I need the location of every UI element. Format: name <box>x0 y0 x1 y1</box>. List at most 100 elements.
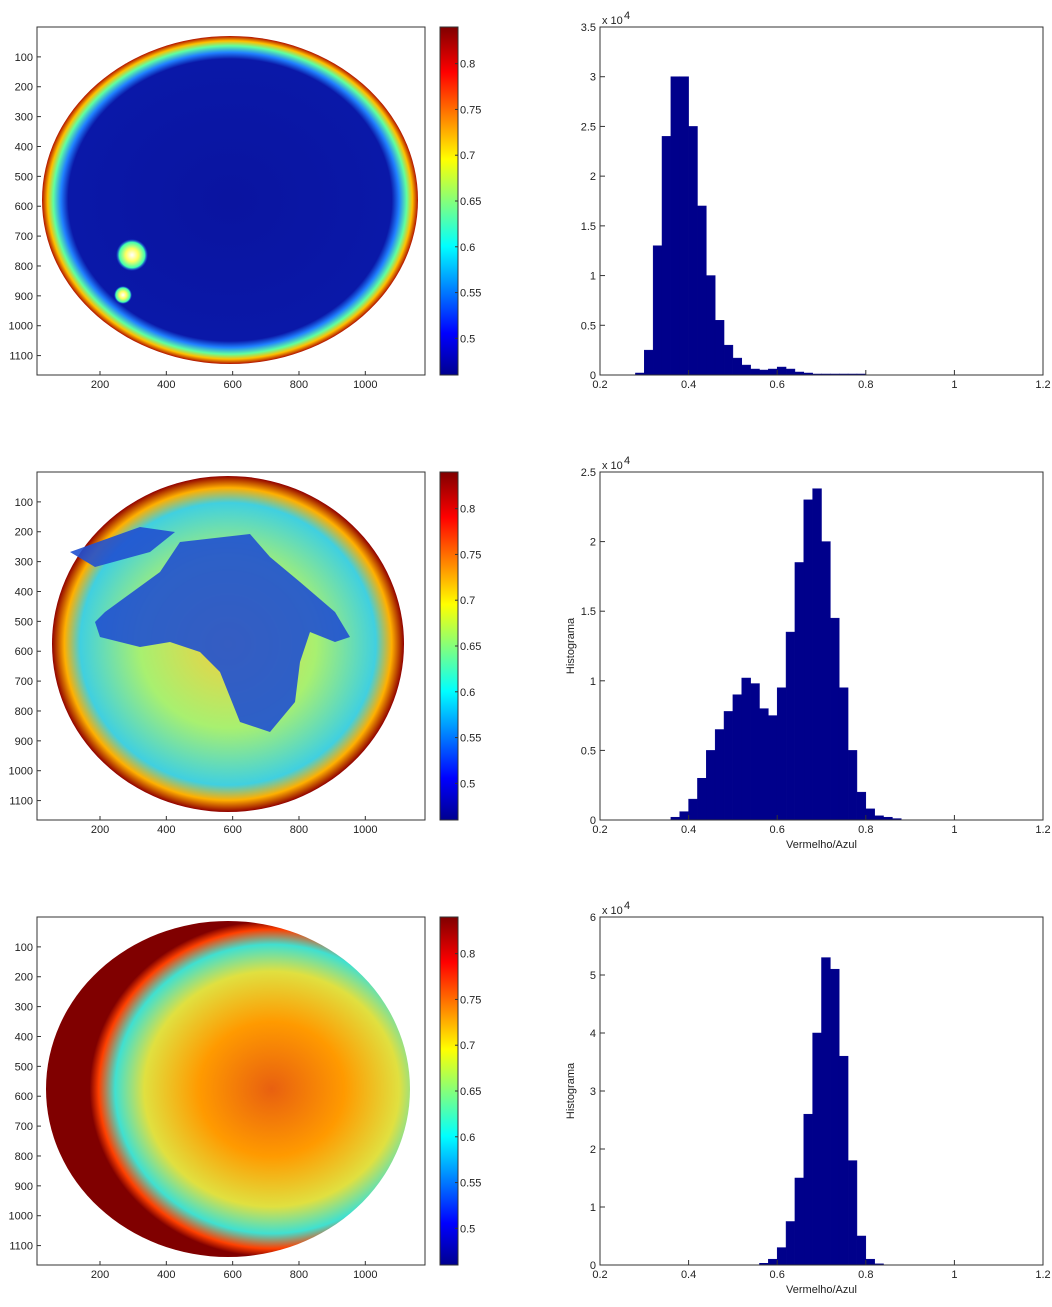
y-tick-label: 1100 <box>9 1241 33 1253</box>
y-tick-label: 100 <box>15 52 33 64</box>
x-tick-label: 0.8 <box>858 824 873 836</box>
histogram-bar <box>714 320 725 376</box>
y-multiplier-exponent: 4 <box>624 10 630 22</box>
x-tick-label: 200 <box>91 824 109 836</box>
x-tick-label: 400 <box>157 1269 175 1281</box>
y-tick-label: 900 <box>15 1181 33 1193</box>
histogram-bar <box>856 1235 867 1266</box>
y-tick-label: 600 <box>15 201 33 213</box>
histogram-bar <box>768 715 778 821</box>
x-tick-label: 600 <box>223 1269 241 1281</box>
y-tick-label: 200 <box>15 972 33 984</box>
y-multiplier-exponent: 4 <box>624 900 630 912</box>
histogram-bar <box>847 1160 858 1266</box>
y-multiplier-exponent: 4 <box>624 455 630 467</box>
colorbar-tick-label: 0.75 <box>460 994 481 1006</box>
y-tick-label: 400 <box>15 141 33 153</box>
histogram-bar <box>679 76 689 376</box>
histogram-bar <box>865 1258 875 1266</box>
histogram-bar <box>794 562 805 821</box>
sun-spot <box>116 239 148 271</box>
colorbar-tick-label: 0.8 <box>460 504 475 516</box>
y-tick-label: 2 <box>590 171 596 183</box>
x-tick-label: 400 <box>157 824 175 836</box>
axes-frame <box>36 916 426 1266</box>
x-tick-label: 1 <box>951 379 957 391</box>
histogram-bar <box>714 729 725 821</box>
colorbar-tick-label: 0.6 <box>460 1132 475 1144</box>
histogram-bar <box>830 968 840 1266</box>
histogram-bar <box>750 683 760 821</box>
histogram-bar <box>723 344 734 376</box>
y-tick-label: 1100 <box>9 351 33 363</box>
y-tick-label: 6 <box>590 912 596 924</box>
colorbar-tick-label: 0.55 <box>460 1178 481 1190</box>
y-tick-label: 1000 <box>9 1211 33 1223</box>
x-tick-label: 200 <box>91 1269 109 1281</box>
colorbar-tick-label: 0.6 <box>460 687 475 699</box>
axes-frame <box>599 26 1044 376</box>
y-multiplier: x 10 <box>602 905 623 917</box>
y-tick-label: 300 <box>15 112 33 124</box>
y-tick-label: 1 <box>590 676 596 688</box>
histogram-bar <box>803 499 813 821</box>
y-tick-label: 700 <box>15 1121 33 1133</box>
x-tick-label: 1 <box>951 1269 957 1281</box>
histogram-bar <box>759 369 769 376</box>
histogram-bar <box>776 687 787 821</box>
y-tick-label: 1 <box>590 1202 596 1214</box>
y-tick-label: 1000 <box>9 766 33 778</box>
colorbar-tick-label: 0.5 <box>460 333 475 345</box>
colorbar-tick-label: 0.8 <box>460 949 475 961</box>
x-tick-label: 800 <box>290 379 308 391</box>
x-tick-label: 0.2 <box>592 1269 607 1281</box>
x-tick-label: 1.2 <box>1035 1269 1050 1281</box>
axes-frame <box>36 471 426 821</box>
x-tick-label: 600 <box>223 824 241 836</box>
colorbar-tick-label: 0.55 <box>460 733 481 745</box>
histogram-bar <box>679 811 689 821</box>
x-tick-label: 800 <box>290 1269 308 1281</box>
x-tick-label: 0.4 <box>681 1269 696 1281</box>
x-tick-label: 0.4 <box>681 379 696 391</box>
y-tick-label: 100 <box>15 497 33 509</box>
y-tick-label: 1000 <box>9 321 33 333</box>
histogram-bar <box>768 1258 778 1266</box>
y-tick-label: 200 <box>15 82 33 94</box>
x-tick-label: 0.8 <box>858 1269 873 1281</box>
histogram-bar <box>652 245 663 376</box>
x-tick-label: 400 <box>157 379 175 391</box>
y-tick-label: 0 <box>590 815 596 827</box>
y-tick-label: 800 <box>15 706 33 718</box>
histogram-bar <box>821 541 831 821</box>
x-tick-label: 200 <box>91 379 109 391</box>
histogram-bar <box>776 1247 787 1266</box>
y-tick-label: 0 <box>590 370 596 382</box>
cloud-gap <box>95 534 350 732</box>
x-tick-label: 0.6 <box>770 824 785 836</box>
colorbar-tick-label: 0.6 <box>460 242 475 254</box>
colorbar-tick-label: 0.5 <box>460 1223 475 1235</box>
histogram-bar <box>697 777 707 821</box>
y-tick-label: 400 <box>15 1031 33 1043</box>
sky-image <box>42 36 418 364</box>
y-tick-label: 1.5 <box>581 221 596 233</box>
x-axis-label: Vermelho/Azul <box>786 839 857 851</box>
histogram-bar <box>732 357 743 376</box>
x-axis-label: Vermelho/Azul <box>786 1284 857 1296</box>
x-tick-label: 0.4 <box>681 824 696 836</box>
histogram-bar <box>794 1177 805 1266</box>
sky-disc <box>42 36 418 364</box>
y-tick-label: 3.5 <box>581 22 596 34</box>
histogram-bar <box>688 126 698 376</box>
x-tick-label: 0.6 <box>770 379 785 391</box>
histogram-bar <box>812 488 822 821</box>
histogram-bar <box>688 798 698 821</box>
y-tick-label: 2.5 <box>581 121 596 133</box>
y-tick-label: 3 <box>590 1086 596 1098</box>
histogram-bar <box>830 617 840 821</box>
colorbar-tick-label: 0.7 <box>460 595 475 607</box>
histogram-bar <box>785 368 796 376</box>
y-tick-label: 3 <box>590 72 596 84</box>
